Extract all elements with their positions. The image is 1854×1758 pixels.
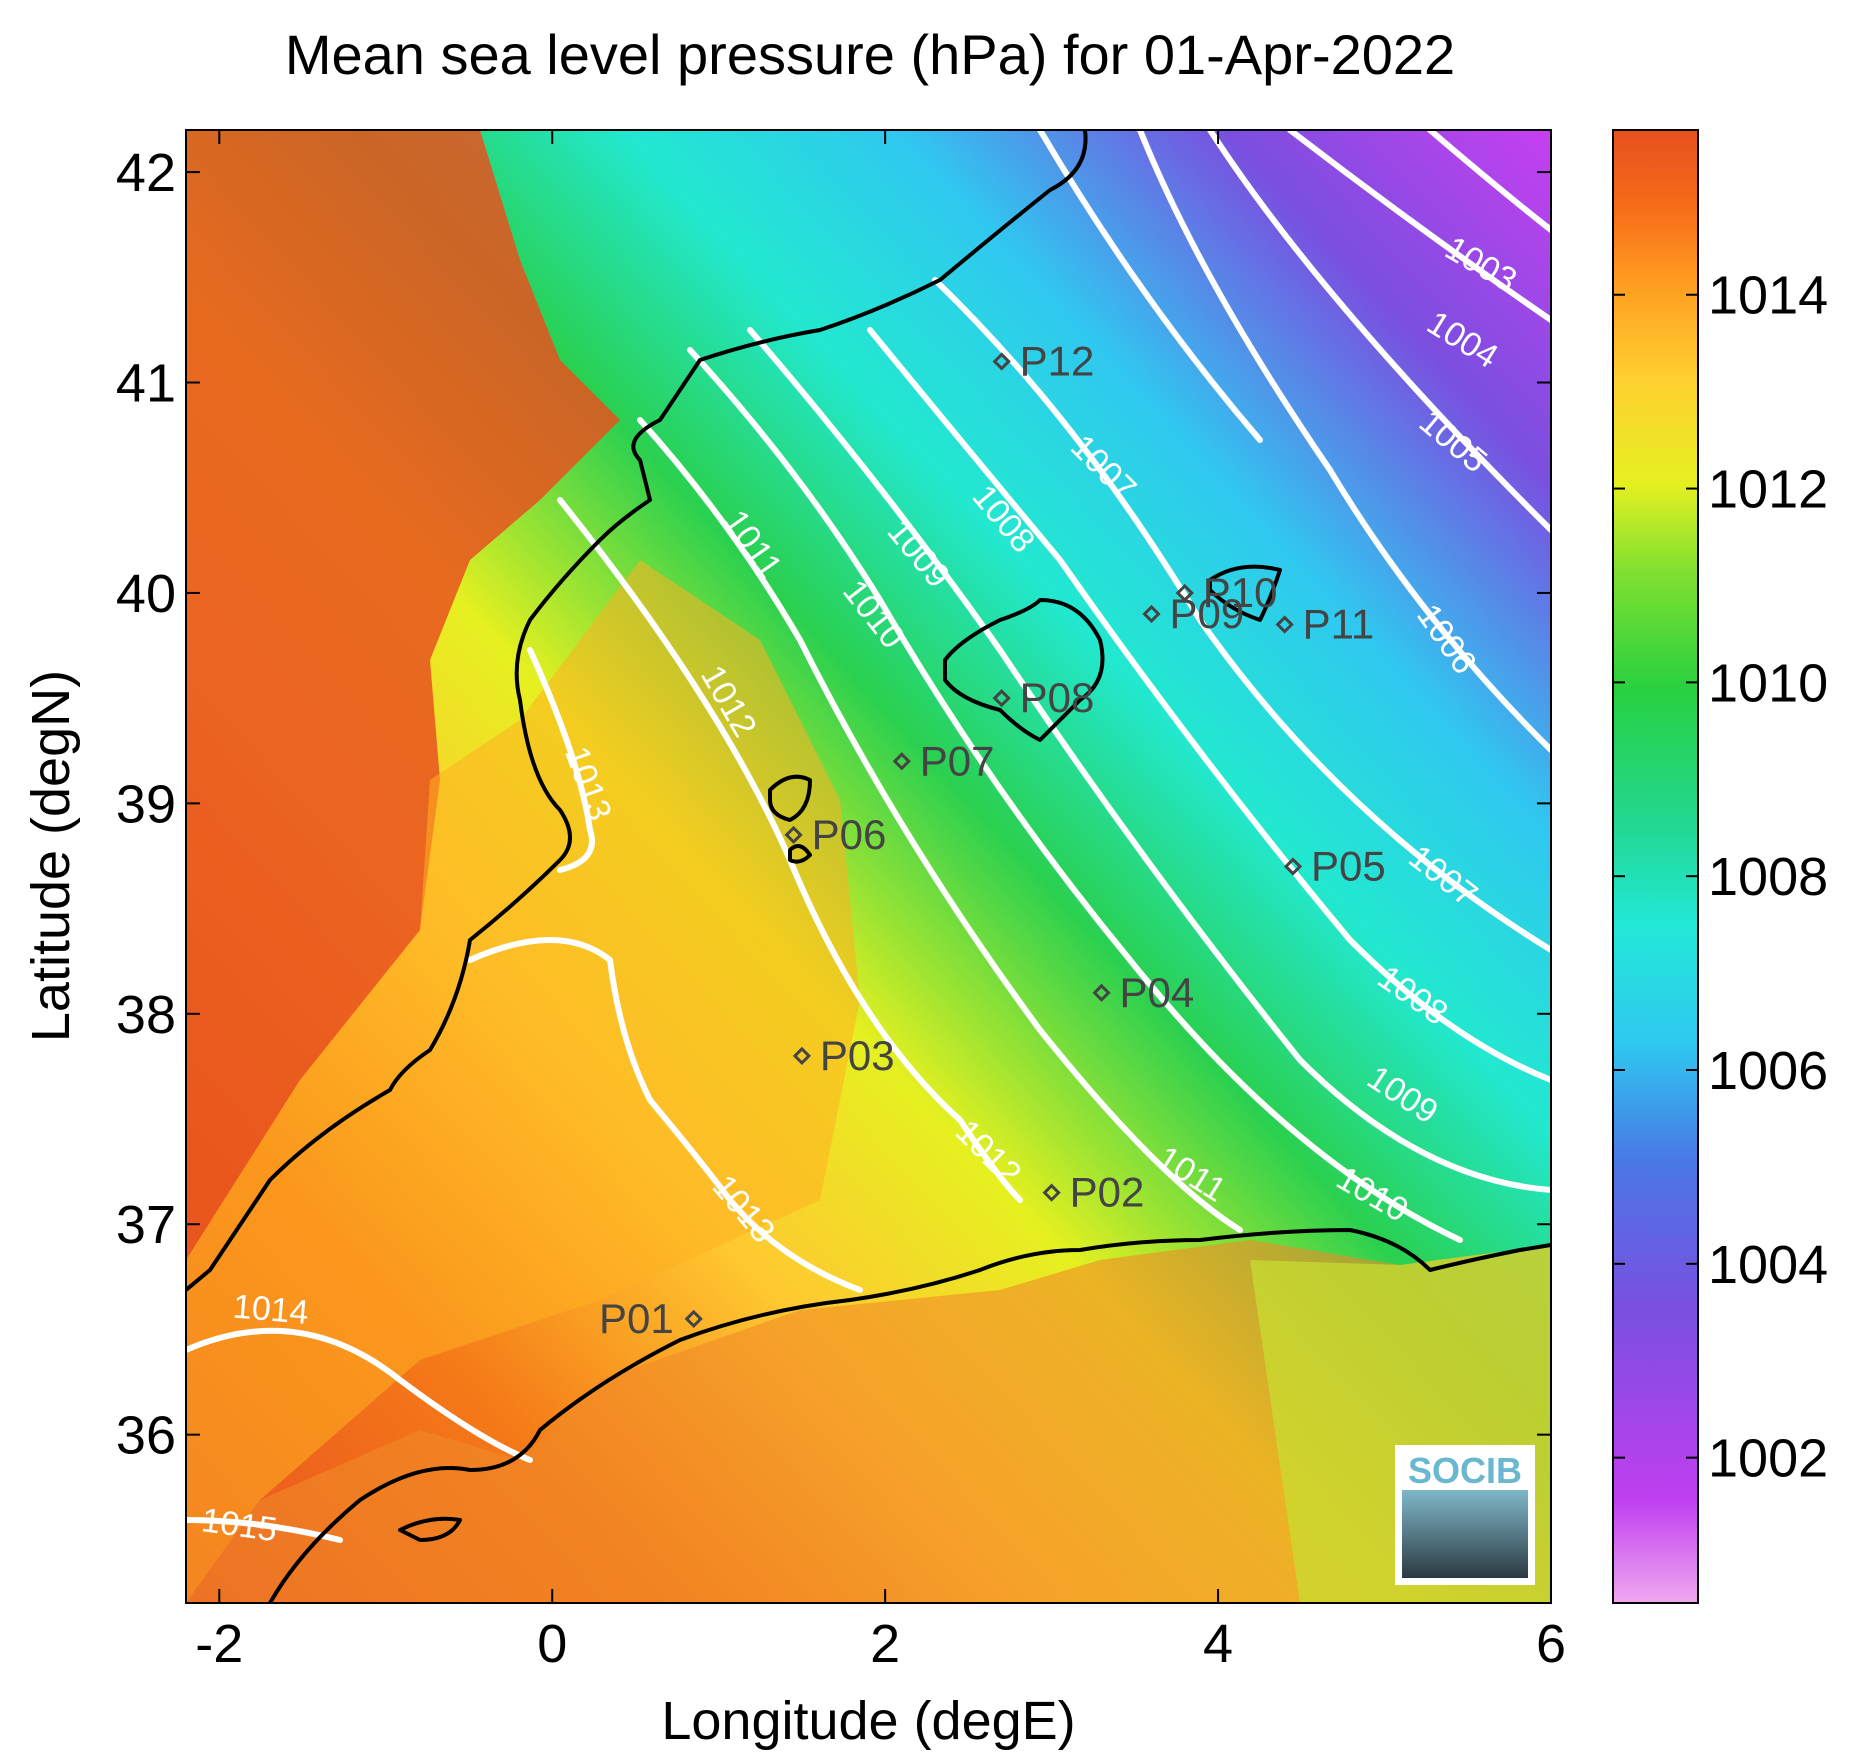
isobar-1010 [687,347,1463,1243]
coastline-alboran [398,1516,462,1542]
isobar-1003 [1427,130,1551,233]
station-label: P11 [1303,601,1375,648]
station-marker [1283,857,1303,876]
land-valencia-plain [186,560,860,1603]
isobar-1007-b [1037,130,1263,443]
station-marker [684,1309,703,1329]
y-axis: 36 37 38 39 40 41 42 [116,143,1551,1466]
station-label: P02 [1070,1169,1145,1216]
colorbar-axis: 1002 1004 1006 1008 1010 1012 1014 [1613,266,1828,1489]
station-label: P06 [812,811,887,858]
y-tick-label: 40 [116,564,176,624]
colorbar-tick-label: 1006 [1708,1041,1828,1101]
colorbar-tick-label: 1014 [1708,266,1828,326]
colorbar [1612,129,1699,1604]
station-label: P07 [920,737,995,784]
y-tick-label: 38 [116,985,176,1045]
station-label: P12 [1020,337,1095,384]
socib-logo: SOCIB [1395,1445,1535,1585]
x-tick-label: 6 [1536,1614,1566,1674]
station-marker [992,352,1011,371]
plot-frame [185,129,1552,1604]
station-label: P03 [820,1032,895,1079]
station-marker [1042,1183,1061,1202]
chart-title: Mean sea level pressure (hPa) for 01-Apr… [284,23,1456,86]
isobar-1009 [747,327,1551,1193]
coastline-mallorca [943,598,1105,742]
station-marker [792,1046,812,1066]
y-tick-label: 41 [116,354,176,414]
isobar-1012 [557,497,1023,1203]
station-marker [1175,583,1194,603]
isobar-1006 [1137,130,1551,753]
isobar-1014 [186,1327,533,1463]
coastline-formentera [788,844,812,864]
x-tick-label: 2 [870,1614,900,1674]
y-tick-label: 37 [116,1195,176,1255]
station-label: P05 [1311,843,1386,890]
station-marker [992,689,1011,708]
isobar-1005 [1207,130,1551,533]
coastline-iberia [186,130,1088,1292]
station-marker [1275,615,1294,634]
station-label: P01 [599,1295,674,1342]
coastline-ibiza [768,774,812,822]
station-label: P08 [1020,674,1095,721]
contour-label-1014: 1014 [231,1287,310,1331]
isobar-1011 [637,417,1243,1233]
land-iberia [186,130,620,1260]
colorbar-tick-label: 1008 [1708,847,1828,907]
x-tick-label: 4 [1203,1614,1233,1674]
isobar-1008 [867,327,1551,1083]
station-marker [784,825,803,845]
isobar-1013 [467,647,863,1293]
station-label: P04 [1120,969,1195,1016]
coastline-menorca [1208,564,1282,622]
x-axis-label: Longitude (degE) [661,1691,1076,1751]
land-north-africa [186,1240,1551,1603]
coastline-africa [268,1228,1551,1603]
isobar-1007 [932,277,1551,953]
station-marker [1092,983,1111,1002]
station-label: P10 [1203,569,1278,616]
station-marker [1142,604,1161,624]
x-tick-label: 0 [537,1614,567,1674]
colorbar-tick-label: 1010 [1708,653,1828,713]
y-tick-label: 39 [116,774,176,834]
colorbar-tick-label: 1004 [1708,1235,1828,1295]
y-tick-label: 42 [116,143,176,203]
logo-text: SOCIB [1408,1450,1522,1491]
y-tick-label: 36 [116,1406,176,1466]
station-marker [892,752,911,771]
isobar-1004 [1287,130,1551,323]
x-tick-label: -2 [195,1614,243,1674]
colorbar-tick-label: 1002 [1708,1429,1828,1489]
colorbar-tick-label: 1012 [1708,460,1828,520]
x-axis: -2 0 2 4 6 [195,130,1566,1674]
